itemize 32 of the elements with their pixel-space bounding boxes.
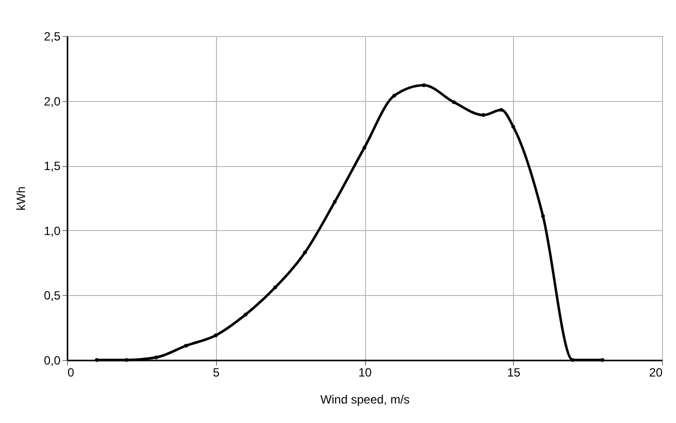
x-tick-label: 20 [649,366,663,380]
point [482,113,486,117]
x-tick-label: 10 [358,366,372,380]
point [422,83,426,88]
point [184,344,188,348]
y-tick-label: 1,0 [44,224,61,238]
point [600,358,604,362]
point [273,286,278,290]
point [362,146,366,150]
y-tick-label: 2,5 [44,30,61,44]
y-tick-label: 1,5 [44,159,61,174]
point [570,358,575,362]
point [499,108,504,112]
point [332,200,337,204]
point [392,94,396,98]
y-tick-label: 2,0 [44,94,61,108]
point [541,214,545,218]
x-axis-title: Wind speed, m/s [320,392,410,406]
y-tick-label: 0,0 [44,354,61,368]
point [303,250,307,254]
y-axis-title: kWh [14,186,28,210]
point [244,312,248,317]
x-tick-label: 15 [507,366,521,380]
point [154,356,158,360]
point [214,334,218,338]
point [452,100,456,104]
x-tick-label: 5 [212,366,220,380]
point [94,358,99,362]
y-tick-label: 0,5 [44,288,61,303]
point [511,124,516,129]
point [124,358,128,362]
x-tick-label: 0 [68,366,74,380]
